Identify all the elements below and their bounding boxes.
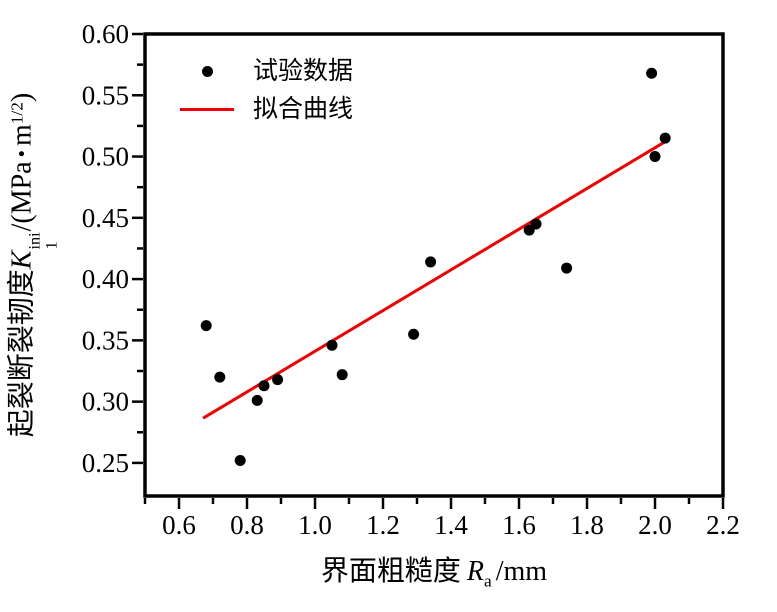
x-tick-label: 0.6 xyxy=(162,510,196,540)
x-tick-label: 1.6 xyxy=(502,510,536,540)
x-tick-label: 1.8 xyxy=(570,510,604,540)
y-title-unit-exp: 1/2 xyxy=(7,102,27,125)
y-axis-title: 起裂断裂韧度K ini 1/(MPa•m1/2) xyxy=(0,92,61,438)
data-point xyxy=(258,380,270,392)
y-tick-label: 0.25 xyxy=(82,448,129,478)
legend-item-test-data: 试验数据 xyxy=(180,52,353,90)
data-point xyxy=(649,151,661,163)
y-title-symbol-sub: 1 xyxy=(42,241,61,250)
x-tick-label: 1.2 xyxy=(366,510,400,540)
data-point xyxy=(272,374,284,386)
y-title-unit-close: ) xyxy=(6,92,38,103)
y-tick-label: 0.35 xyxy=(82,325,129,355)
y-title-unit-open: /(MPa xyxy=(6,161,38,232)
data-point xyxy=(200,320,212,332)
y-tick-label: 0.50 xyxy=(82,142,129,172)
fit-line xyxy=(202,140,667,420)
x-tick-label: 1.0 xyxy=(298,510,332,540)
data-point xyxy=(659,132,671,144)
legend-line-marker xyxy=(180,107,234,111)
y-tick-label: 0.30 xyxy=(82,387,129,417)
y-title-symbol: K xyxy=(6,250,38,270)
x-tick-label: 2.2 xyxy=(706,510,740,540)
legend: 试验数据 拟合曲线 xyxy=(180,52,353,128)
y-title-unit-m: m xyxy=(6,124,38,147)
x-title-symbol-sub: a xyxy=(484,571,492,591)
y-tick-label: 0.60 xyxy=(82,19,129,49)
x-tick-label: 0.8 xyxy=(230,510,264,540)
y-tick-label: 0.40 xyxy=(82,264,129,294)
x-title-text: 界面粗糙度 xyxy=(320,556,461,587)
data-point xyxy=(214,371,226,383)
x-title-unit: /mm xyxy=(495,556,548,587)
data-point xyxy=(425,256,437,268)
data-point xyxy=(561,262,573,274)
x-title-symbol: R xyxy=(466,556,485,587)
middle-dot: • xyxy=(9,150,34,158)
scatter-marker-icon xyxy=(201,65,213,77)
data-point xyxy=(234,454,246,466)
x-tick-label: 2.0 xyxy=(638,510,672,540)
legend-label-test-data: 试验数据 xyxy=(253,57,354,85)
plot-frame xyxy=(143,32,725,498)
y-tick-label: 0.55 xyxy=(82,80,129,110)
fit-line-marker-icon xyxy=(180,107,234,111)
data-point xyxy=(646,67,658,79)
x-axis-title: 界面粗糙度 Ra/mm xyxy=(145,549,723,592)
legend-label-fit-curve: 拟合曲线 xyxy=(253,95,354,123)
y-title-symbol-scripts: ini 1 xyxy=(25,232,61,250)
legend-dot-marker xyxy=(180,65,234,77)
legend-item-fit-curve: 拟合曲线 xyxy=(180,90,353,128)
x-tick-label: 1.4 xyxy=(434,510,468,540)
y-tick-label: 0.45 xyxy=(82,203,129,233)
data-point xyxy=(530,218,542,230)
data-point xyxy=(408,328,420,340)
y-title-symbol-sup: ini xyxy=(25,232,44,250)
y-title-text: 起裂断裂韧度 xyxy=(6,269,38,438)
data-point xyxy=(336,369,348,381)
data-point xyxy=(326,339,338,351)
data-point xyxy=(251,394,263,406)
